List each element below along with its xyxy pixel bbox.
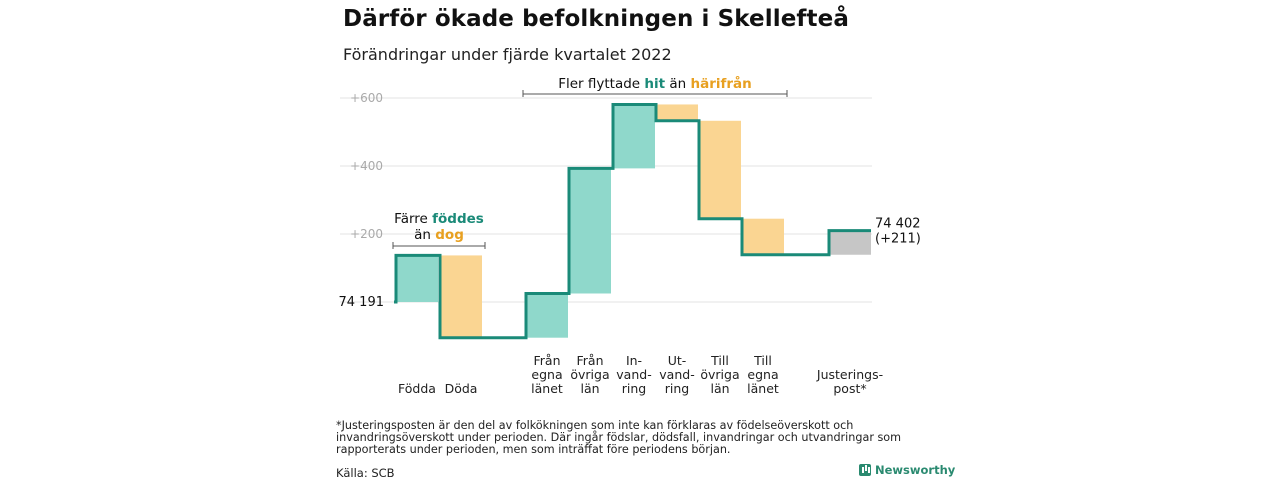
x-tick-label: ring <box>622 381 646 396</box>
x-tick-label: egna <box>747 367 778 382</box>
annotation-births-line2: än dog <box>414 227 464 243</box>
waterfall-bar <box>613 104 655 169</box>
waterfall-bar <box>742 218 784 255</box>
annotation-migration: Fler flyttade hit än härifrån <box>558 75 752 92</box>
x-tick-label: In- <box>626 353 642 368</box>
chart-title: Därför ökade befolkningen i Skellefteå <box>343 6 849 32</box>
source-label: Källa: SCB <box>336 466 395 480</box>
cumulative-step-line <box>394 102 871 340</box>
footnote: *Justeringsposten är den del av folkökni… <box>336 419 902 457</box>
y-tick-label: +400 <box>350 159 383 173</box>
x-tick-label: övriga <box>570 367 609 382</box>
waterfall-bar <box>526 293 568 338</box>
y-tick-label: +600 <box>350 91 383 105</box>
waterfall-bar <box>829 230 871 255</box>
x-tick-label: länet <box>747 381 779 396</box>
brand-logo: Newsworthy <box>859 463 955 477</box>
end-change-label: (+211) <box>875 232 921 247</box>
x-tick-label: övriga <box>700 367 739 382</box>
x-tick-label: Justerings- <box>816 367 883 382</box>
x-tick-label: vand- <box>616 367 651 382</box>
x-tick-label: vand- <box>659 367 694 382</box>
x-tick-label: Döda <box>445 381 478 396</box>
brand-name: Newsworthy <box>875 463 956 477</box>
x-tick-label: Från <box>533 353 560 368</box>
x-tick-label: Till <box>710 353 729 368</box>
x-tick-label: Födda <box>398 381 436 396</box>
end-value-label: 74 402 <box>875 217 921 232</box>
x-tick-label: Till <box>753 353 772 368</box>
x-tick-label: länet <box>531 381 563 396</box>
waterfall-bar <box>656 104 698 121</box>
x-tick-label: län <box>580 381 599 396</box>
y-tick-label: +200 <box>350 227 383 241</box>
x-tick-label: län <box>710 381 729 396</box>
chart-subtitle: Förändringar under fjärde kvartalet 2022 <box>343 45 672 64</box>
newsworthy-icon <box>859 464 871 476</box>
x-tick-label: post* <box>833 381 866 396</box>
waterfall-bar <box>440 255 482 338</box>
x-tick-label: Ut- <box>668 353 687 368</box>
x-tick-label: egna <box>531 367 562 382</box>
waterfall-bar <box>569 168 611 294</box>
x-tick-label: Från <box>576 353 603 368</box>
annotation-births-line1: Färre föddes <box>394 211 484 227</box>
x-tick-label: ring <box>665 381 689 396</box>
waterfall-bar <box>699 120 741 219</box>
waterfall-bar <box>396 255 438 302</box>
start-value-label: 74 191 <box>339 295 385 310</box>
